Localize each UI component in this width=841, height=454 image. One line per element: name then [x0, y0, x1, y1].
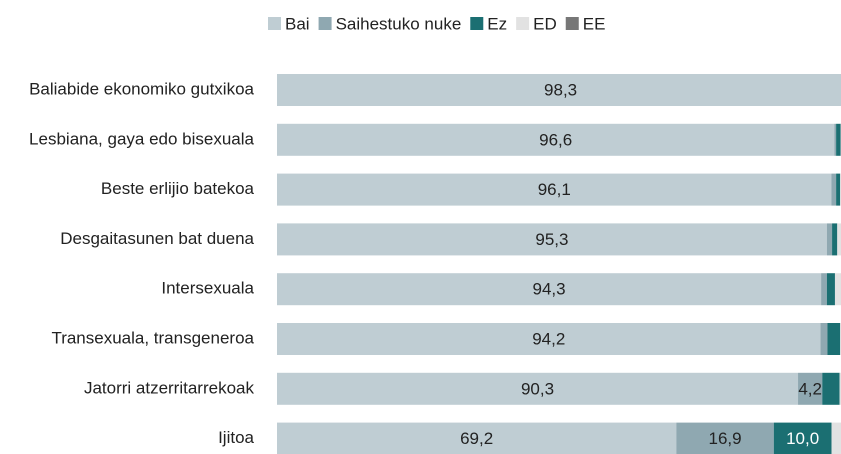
bar-segment [820, 323, 828, 355]
bar-segment [832, 223, 838, 256]
bar-segment [837, 223, 841, 256]
bar-segment [676, 422, 774, 454]
bar-segment [277, 123, 835, 156]
category-label: Jatorri atzerritarrekoak [84, 378, 255, 397]
legend-swatch [318, 17, 332, 30]
bar-segment [277, 422, 677, 454]
legend-swatch [565, 17, 579, 30]
legend-swatch [516, 17, 530, 30]
bar-segment [277, 372, 799, 405]
legend-swatch [470, 17, 484, 30]
category-label: Desgaitasunen bat duena [60, 229, 254, 248]
bar-segment [277, 273, 822, 306]
bar-segment [798, 372, 823, 405]
value-label: 16,9 [708, 429, 741, 448]
legend-swatch [268, 17, 281, 30]
bar-segment [277, 173, 832, 206]
category-label: Transexuala, transgeneroa [51, 328, 254, 347]
value-label: 95,3 [535, 230, 568, 249]
bar-segment [826, 223, 833, 256]
legend-label: Ez [487, 14, 507, 33]
bar-segment [836, 123, 841, 156]
bar-segment [834, 123, 837, 156]
legend-label: Saihestuko nuke [336, 14, 462, 33]
bar-segment [839, 372, 841, 405]
legend-label: EE [583, 14, 606, 33]
value-label: 69,2 [460, 429, 493, 448]
bar-segment [836, 173, 841, 206]
category-label: Lesbiana, gaya edo bisexuala [29, 129, 254, 148]
legend-label: ED [533, 14, 557, 33]
bar-segment [277, 74, 841, 106]
bar-segment [822, 372, 840, 405]
value-label: 96,1 [538, 180, 571, 199]
value-label: 10,0 [786, 429, 819, 448]
bar-segment [277, 323, 821, 355]
bar-segment [277, 223, 827, 256]
legend-label: Bai [285, 14, 310, 33]
category-label: Beste erlijio batekoa [101, 179, 255, 198]
bar-segment [773, 422, 832, 454]
bar-segment [826, 273, 835, 306]
bar-segment [834, 273, 841, 306]
category-label: Baliabide ekonomiko gutxikoa [29, 79, 254, 98]
bar-segment [831, 173, 837, 206]
value-label: 4,2 [798, 379, 822, 398]
value-label: 90,3 [521, 379, 554, 398]
bar-segment [827, 323, 841, 355]
bar-segment [831, 422, 841, 454]
bar-segment [821, 273, 827, 306]
value-label: 96,6 [539, 130, 572, 149]
category-label: Intersexuala [161, 279, 254, 298]
value-label: 94,2 [532, 329, 565, 348]
category-label: Ijitoa [218, 428, 254, 447]
value-label: 98,3 [544, 80, 577, 99]
value-label: 94,3 [533, 280, 566, 299]
